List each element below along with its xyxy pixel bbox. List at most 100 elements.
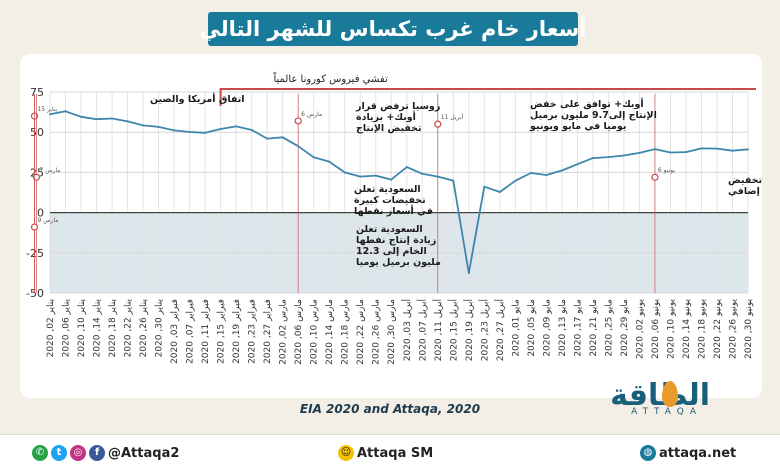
x-tick-label: 2020 ,09 مايو xyxy=(542,299,552,357)
event-annotation-line: أوبك+ بزيادة xyxy=(356,110,416,123)
data-point xyxy=(188,131,191,134)
x-tick-label: 2020 ,26 يونيو xyxy=(728,299,738,359)
y-tick-label: 75 xyxy=(30,86,44,99)
snapchat-handle[interactable]: ☺ Attaqa SM xyxy=(338,445,433,461)
x-tick-label: 2020 ,07 فبراير xyxy=(186,299,196,364)
event-annotation-line: تخفيضات كبيرة xyxy=(354,195,426,206)
event-date-label: 6 مارس xyxy=(301,111,322,118)
event-annotation-line: الإنتاج لشهر إضافي xyxy=(728,186,762,197)
event-date-label: 6 يونيو xyxy=(658,167,675,174)
website-text: attaqa.net xyxy=(659,445,737,461)
y-tick-label: -25 xyxy=(26,247,44,260)
data-point xyxy=(142,124,145,127)
data-point xyxy=(700,147,703,150)
event-annotation-line: زيادة إنتاج نفطها xyxy=(356,235,436,246)
logo-arabic: الطاقة xyxy=(610,378,710,413)
x-tick-label: 2020 ,03 فبراير xyxy=(170,299,180,364)
x-tick-label: 2020 ,26 يناير xyxy=(139,299,149,358)
data-point xyxy=(374,174,377,177)
data-point xyxy=(514,179,517,182)
event-annotation-line: تخفيض الإنتاج xyxy=(356,123,422,134)
data-point xyxy=(157,125,160,128)
event-annotation-line: مليون برميل يوميا xyxy=(356,257,441,268)
event-annotation-line: الخام إلى 12.3 xyxy=(356,246,427,257)
event-marker-dot xyxy=(651,173,659,181)
event-annotation-line: يوميا في مايو ويونيو xyxy=(529,121,626,132)
x-tick-label: 2020 ,14 يونيو xyxy=(682,299,692,359)
data-point xyxy=(235,125,238,128)
event-marker-dot xyxy=(294,117,302,125)
event-annotation-line: في أسعار نفطها xyxy=(354,204,433,217)
data-point xyxy=(111,117,114,120)
event-annotation-line: أوبك+ توافق على خفض xyxy=(530,97,644,110)
y-tick-label: -50 xyxy=(26,287,44,300)
x-tick-label: 2020 ,23 أبريل xyxy=(478,299,490,361)
data-point xyxy=(250,128,253,131)
data-point xyxy=(173,129,176,132)
x-tick-label: 2020 ,14 مارس xyxy=(325,299,335,365)
x-tick-label: 2020 ,02 يونيو xyxy=(635,299,645,359)
x-tick-label: 2020 ,30 يونيو xyxy=(744,299,754,359)
social-handles[interactable]: ✆ t ◎ f @Attaqa2 xyxy=(32,445,179,461)
x-tick-label: 2020 ,18 يناير xyxy=(108,299,118,358)
x-tick-label: 2020 ,10 يونيو xyxy=(666,299,676,359)
event-annotation: اتفاق أمريكا والصين xyxy=(150,92,245,105)
data-point xyxy=(343,171,346,174)
event-date-label: 11 أبريل xyxy=(441,113,464,121)
data-point xyxy=(312,156,315,159)
title-banner: أسعار خام غرب تكساس للشهر التالي xyxy=(200,12,586,46)
data-point xyxy=(266,137,269,140)
data-point xyxy=(49,113,51,116)
x-tick-label: 2020 ,14 يناير xyxy=(93,299,103,358)
data-point xyxy=(467,272,470,275)
x-tick-label: 2020 ,22 يونيو xyxy=(713,299,723,359)
instagram-icon: ◎ xyxy=(70,445,86,461)
chart-title: أسعار خام غرب تكساس للشهر التالي xyxy=(199,17,587,41)
data-point xyxy=(622,154,625,157)
data-point xyxy=(64,110,67,113)
data-point xyxy=(297,145,300,148)
x-tick-label: 2020 ,21 مايو xyxy=(589,299,599,357)
data-point xyxy=(576,163,579,166)
snapchat-icon: ☺ xyxy=(338,445,354,461)
event-annotation: روسيا ترفض قرار أوبك+ بزيادة تخفيض الإنتاج xyxy=(355,101,440,134)
x-tick-label: 2020 ,19 فبراير xyxy=(232,299,242,364)
x-tick-label: 2020 ,18 مارس xyxy=(341,299,351,365)
x-tick-label: 2020 ,10 يناير xyxy=(77,299,87,358)
data-point xyxy=(452,179,455,182)
x-tick-label: 2020 ,30 مارس xyxy=(387,299,397,365)
event-date-label: 7 مارس xyxy=(39,167,60,174)
data-point xyxy=(483,185,486,188)
data-point xyxy=(126,120,129,123)
social-handle-text: @Attaqa2 xyxy=(108,445,180,461)
data-point xyxy=(715,147,718,150)
oil-drop-icon xyxy=(662,381,678,407)
attaqa-logo: الطاقة ATTAQA xyxy=(560,378,710,418)
website-link[interactable]: ◍ attaqa.net xyxy=(640,445,736,461)
data-point xyxy=(669,151,672,154)
logo-latin: ATTAQA xyxy=(631,407,702,417)
x-tick-label: 2020 ,19 أبريل xyxy=(463,299,475,361)
data-point xyxy=(328,160,331,163)
x-tick-label: 2020 ,18 يونيو xyxy=(697,299,707,359)
data-point xyxy=(95,118,98,121)
data-point xyxy=(421,172,424,175)
event-annotation: السعودية تعلن تخفيضات كبيرة في أسعار نفطها xyxy=(354,184,433,217)
facebook-icon: f xyxy=(89,445,105,461)
data-point xyxy=(219,127,222,130)
region-bracket xyxy=(219,88,756,106)
data-point xyxy=(607,156,610,159)
event-marker-dot xyxy=(434,120,442,128)
event-date-label: 15 يناير xyxy=(37,106,57,113)
footer-bar: ✆ t ◎ f @Attaqa2 ☺ Attaqa SM ◍ attaqa.ne… xyxy=(0,434,780,471)
data-point xyxy=(653,148,656,151)
whatsapp-icon: ✆ xyxy=(32,445,48,461)
data-point xyxy=(545,173,548,176)
x-tick-label: 2020 ,02 يناير xyxy=(46,299,56,358)
data-point xyxy=(529,172,532,175)
x-tick-label: 2020 ,27 أبريل xyxy=(494,299,506,361)
region-label: تفشي فيروس كورونا عالمياً xyxy=(273,71,388,85)
event-date-label: 9 مارس xyxy=(37,217,58,224)
x-tick-label: 2020 ,15 فبراير xyxy=(217,299,227,364)
